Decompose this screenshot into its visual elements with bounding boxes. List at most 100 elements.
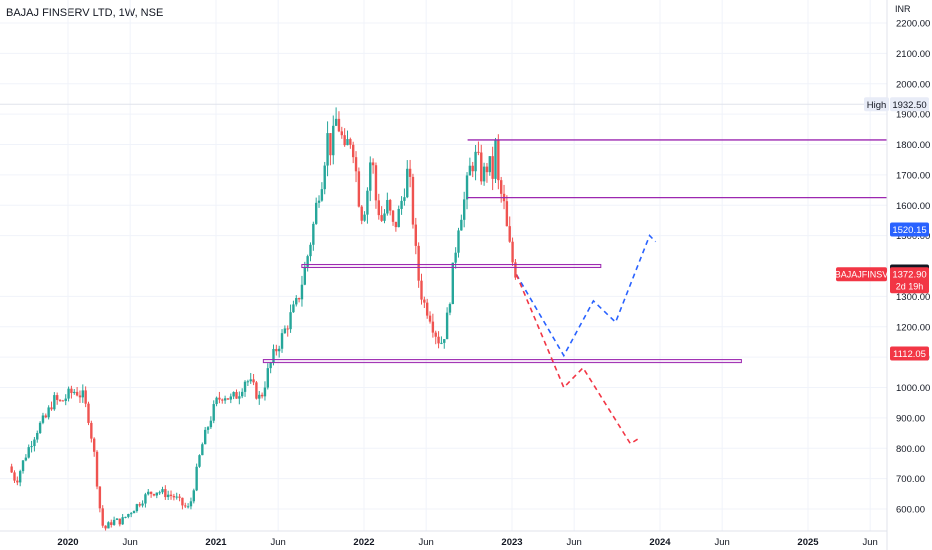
candle-body xyxy=(16,480,19,483)
support-zone[interactable] xyxy=(262,359,742,364)
candle-body xyxy=(309,244,312,257)
price-tag-1112: 1112.05 xyxy=(890,346,929,361)
candle-body xyxy=(24,457,28,461)
candle-body xyxy=(269,362,272,369)
candle-body xyxy=(425,302,429,316)
price-tag-1520-text: 1520.15 xyxy=(892,225,926,236)
candle-body xyxy=(189,501,193,507)
candle-body xyxy=(514,262,517,278)
y-tick-label: 1300.00 xyxy=(896,292,930,303)
candle-body xyxy=(21,460,25,472)
candle-body xyxy=(354,157,358,172)
x-tick-label: Jun xyxy=(566,537,581,548)
candle-body xyxy=(343,135,346,146)
candle-body xyxy=(388,200,392,211)
candle-body xyxy=(135,504,139,512)
candle-body xyxy=(474,151,477,172)
candle-body xyxy=(394,221,398,228)
candle-body xyxy=(112,519,116,525)
candle-body xyxy=(480,152,483,182)
x-tick-label: Jun xyxy=(122,537,137,548)
candle-body xyxy=(351,144,355,158)
candle-body xyxy=(337,118,341,132)
candle-body xyxy=(357,171,361,207)
candle-body xyxy=(272,348,275,363)
y-tick-label: 700.00 xyxy=(896,474,925,485)
candle-body xyxy=(369,162,372,191)
candle-body xyxy=(397,208,400,228)
y-tick-label: 1700.00 xyxy=(896,170,930,181)
candle-body xyxy=(252,379,255,383)
candle-body xyxy=(178,496,181,498)
candle-body xyxy=(209,420,213,428)
candle-body xyxy=(406,168,409,198)
candle-body xyxy=(90,422,93,439)
countdown-label: 2d 19h xyxy=(896,282,924,292)
x-tick-label: 2024 xyxy=(649,537,671,548)
candle-body xyxy=(340,131,343,136)
candle-body xyxy=(243,381,247,392)
candle-body xyxy=(371,162,375,166)
projection-path[interactable] xyxy=(515,274,639,445)
candle-body xyxy=(460,219,463,231)
grid xyxy=(0,0,887,531)
candle-body xyxy=(292,304,295,313)
candle-body xyxy=(306,256,309,267)
price-labels: High1932.501520.151381.751112.05BAJAJFIN… xyxy=(835,97,929,361)
candle-body xyxy=(363,214,366,221)
candle-body xyxy=(380,215,383,221)
projection-path[interactable] xyxy=(515,234,657,358)
candle-body xyxy=(47,407,50,418)
candle-body xyxy=(166,494,170,498)
candle-body xyxy=(366,190,369,215)
candle-body xyxy=(50,407,53,410)
candle-body xyxy=(215,397,218,405)
candle-body xyxy=(437,336,440,344)
y-tick-label: 2100.00 xyxy=(896,49,930,60)
candle-body xyxy=(172,496,176,498)
x-tick-label: Jun xyxy=(714,537,729,548)
candle-body xyxy=(158,492,161,494)
axes: INR xyxy=(0,0,911,550)
candle-body xyxy=(511,241,514,263)
candle-body xyxy=(417,245,420,281)
candle-body xyxy=(64,398,67,402)
candle-body xyxy=(386,200,389,214)
candle-body xyxy=(485,166,489,173)
candle-body xyxy=(218,397,221,400)
candle-body xyxy=(277,348,281,352)
support-zone[interactable] xyxy=(301,263,602,269)
candle-body xyxy=(300,284,304,300)
candle-body xyxy=(221,399,224,401)
candle-body xyxy=(27,447,30,458)
x-tick-label: 2021 xyxy=(205,537,227,548)
candle-body xyxy=(434,332,437,337)
y-tick-label: 900.00 xyxy=(896,413,925,424)
candle-body xyxy=(494,140,497,179)
x-tick-label: 2022 xyxy=(353,537,374,548)
symbol-label: BAJAJFINSV xyxy=(835,270,889,280)
candle-body xyxy=(408,168,412,177)
candle-body xyxy=(499,180,503,194)
candle-body xyxy=(118,518,121,525)
candle-body xyxy=(383,213,386,221)
chart-title: BAJAJ FINSERV LTD, 1W, NSE xyxy=(6,7,164,19)
candle-body xyxy=(451,262,454,305)
candle-body xyxy=(280,333,284,349)
candle-body xyxy=(198,455,201,467)
candle-body xyxy=(36,432,39,440)
candle-body xyxy=(41,415,45,423)
high-value-label: 1932.50 xyxy=(890,97,929,112)
candle-body xyxy=(110,522,113,525)
candle-body xyxy=(377,200,380,216)
currency-label: INR xyxy=(895,4,911,14)
candle-body xyxy=(289,312,292,330)
candle-body xyxy=(431,321,435,333)
candle-body xyxy=(329,133,332,156)
candle-body xyxy=(10,466,13,473)
candle-body xyxy=(462,199,466,220)
candle-body xyxy=(53,395,56,410)
candle-body xyxy=(286,328,289,330)
